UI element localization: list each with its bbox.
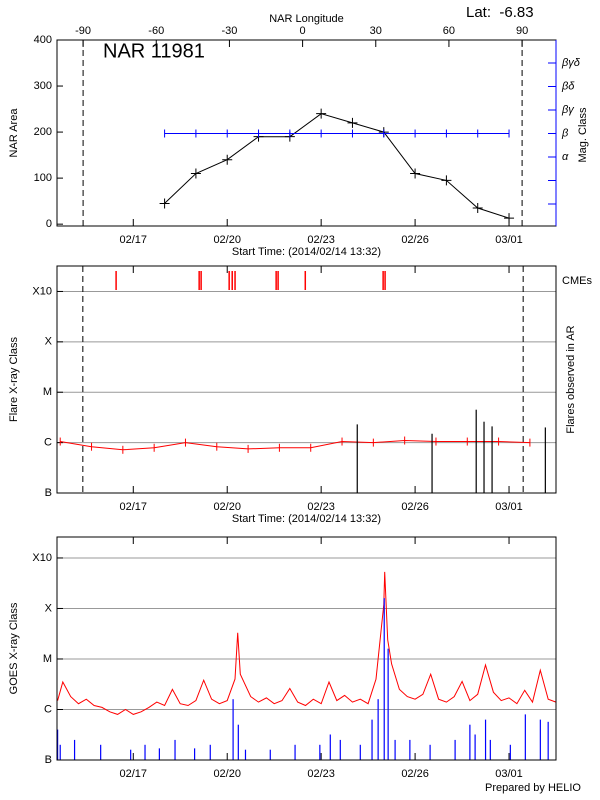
x-tick-label: 02/17 <box>120 768 148 780</box>
point-marker <box>441 175 452 186</box>
y-tick-label: M <box>43 386 52 398</box>
y-tick-label: X10 <box>32 285 52 297</box>
x-tick-label: 02/17 <box>120 234 148 246</box>
y-tick-label: C <box>44 437 52 449</box>
y2-tick-label: β <box>561 127 569 139</box>
y2-tick-label: α <box>562 151 569 163</box>
y2-axis-label: Mag. Class <box>577 107 589 163</box>
x-tick-label: 03/01 <box>495 501 523 513</box>
x2-tick-label: 90 <box>516 25 528 37</box>
x-tick-label: 02/26 <box>401 234 429 246</box>
x2-tick-label: -30 <box>221 25 237 37</box>
point-marker <box>316 108 327 119</box>
chart-title: NAR 11981 <box>103 40 205 62</box>
point-marker <box>347 117 358 128</box>
point-marker <box>222 154 233 165</box>
y-tick-label: 300 <box>34 80 52 92</box>
y2-tick-label: βδ <box>561 80 575 92</box>
x-tick-label: 03/01 <box>495 768 523 780</box>
x-tick-label: 02/23 <box>307 234 335 246</box>
y-tick-label: X10 <box>32 552 52 564</box>
point-marker <box>504 213 515 224</box>
x-tick-label: 02/20 <box>213 234 241 246</box>
plot-frame <box>56 536 557 761</box>
point-marker <box>190 168 201 179</box>
y-axis-label: NAR Area <box>8 108 20 158</box>
x2-tick-label: -60 <box>148 25 164 37</box>
x2-tick-label: 60 <box>443 25 455 37</box>
x2-axis-label: NAR Longitude <box>269 13 344 25</box>
y-tick-label: C <box>44 703 52 715</box>
x-tick-label: 02/26 <box>401 501 429 513</box>
y2-tick-label: βγδ <box>561 57 581 69</box>
x-axis-label: Start Time: (2014/02/14 13:32) <box>232 246 381 258</box>
x-tick-label: 02/20 <box>213 768 241 780</box>
y2-axis-label: Flares observed in AR <box>565 325 577 433</box>
y-tick-label: 200 <box>34 126 52 138</box>
y-tick-label: X <box>45 602 53 614</box>
y2-tick-label: βγ <box>561 104 575 116</box>
x-tick-label: 02/17 <box>120 501 148 513</box>
x2-tick-label: 30 <box>370 25 382 37</box>
series-line <box>57 571 557 715</box>
point-marker <box>410 168 421 179</box>
x-tick-label: 03/01 <box>495 234 523 246</box>
y-axis-label: GOES X-ray Class <box>8 602 20 694</box>
y-tick-label: M <box>43 653 52 665</box>
series-line <box>164 113 510 219</box>
legend-label: CMEs <box>562 275 592 287</box>
y-tick-label: 400 <box>34 34 52 46</box>
y-tick-label: B <box>45 754 52 766</box>
x-tick-label: 02/23 <box>307 501 335 513</box>
point-marker <box>159 198 170 209</box>
x-tick-label: 02/23 <box>307 768 335 780</box>
plot-frame <box>56 265 557 494</box>
point-marker <box>472 203 483 214</box>
x2-tick-label: -90 <box>75 25 91 37</box>
series-line <box>60 439 530 451</box>
y-tick-label: B <box>45 487 52 499</box>
x-axis-label: Start Time: (2014/02/14 13:32) <box>232 513 381 525</box>
annotation: Lat: -6.83 <box>466 4 534 21</box>
y-tick-label: X <box>45 336 53 348</box>
x-tick-label: 02/20 <box>213 501 241 513</box>
x2-tick-label: 0 <box>300 25 306 37</box>
x-tick-label: 02/26 <box>401 768 429 780</box>
footer: Prepared by HELIO <box>485 782 581 794</box>
y-axis-label: Flare X-ray Class <box>8 337 20 422</box>
y-tick-label: 100 <box>34 172 52 184</box>
y-tick-label: 0 <box>46 218 52 230</box>
